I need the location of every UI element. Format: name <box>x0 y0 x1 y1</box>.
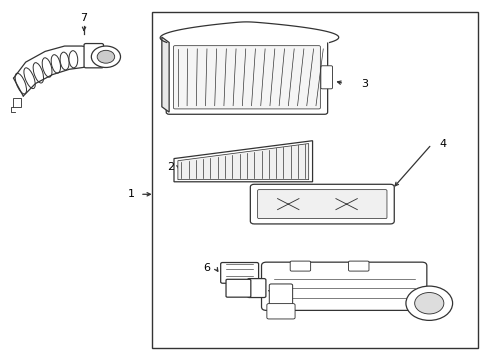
FancyBboxPatch shape <box>225 279 250 297</box>
Ellipse shape <box>69 51 78 68</box>
Ellipse shape <box>51 55 61 73</box>
FancyBboxPatch shape <box>289 261 310 271</box>
FancyBboxPatch shape <box>220 262 258 283</box>
FancyBboxPatch shape <box>247 279 265 297</box>
Text: 4: 4 <box>438 139 445 149</box>
Text: 3: 3 <box>361 78 367 89</box>
PathPatch shape <box>174 141 312 182</box>
FancyBboxPatch shape <box>173 46 320 109</box>
Polygon shape <box>162 37 169 112</box>
Circle shape <box>405 286 452 320</box>
Bar <box>152 12 477 348</box>
Circle shape <box>414 293 443 314</box>
FancyBboxPatch shape <box>166 40 327 114</box>
FancyBboxPatch shape <box>261 262 426 310</box>
Ellipse shape <box>33 63 43 83</box>
Text: 7: 7 <box>81 13 87 23</box>
FancyBboxPatch shape <box>257 190 386 219</box>
PathPatch shape <box>178 144 308 180</box>
Ellipse shape <box>42 58 52 77</box>
Ellipse shape <box>60 52 69 70</box>
FancyBboxPatch shape <box>320 66 332 89</box>
Text: 5: 5 <box>254 284 261 294</box>
Bar <box>13 98 21 107</box>
Circle shape <box>97 50 115 63</box>
FancyBboxPatch shape <box>250 184 393 224</box>
FancyBboxPatch shape <box>84 44 103 68</box>
Ellipse shape <box>24 68 35 89</box>
FancyBboxPatch shape <box>348 261 368 271</box>
FancyBboxPatch shape <box>266 303 294 319</box>
Text: 2: 2 <box>166 162 174 172</box>
Circle shape <box>91 46 120 67</box>
Text: 1: 1 <box>128 189 135 199</box>
Text: 6: 6 <box>203 262 210 273</box>
FancyBboxPatch shape <box>269 284 292 306</box>
Ellipse shape <box>15 73 26 94</box>
